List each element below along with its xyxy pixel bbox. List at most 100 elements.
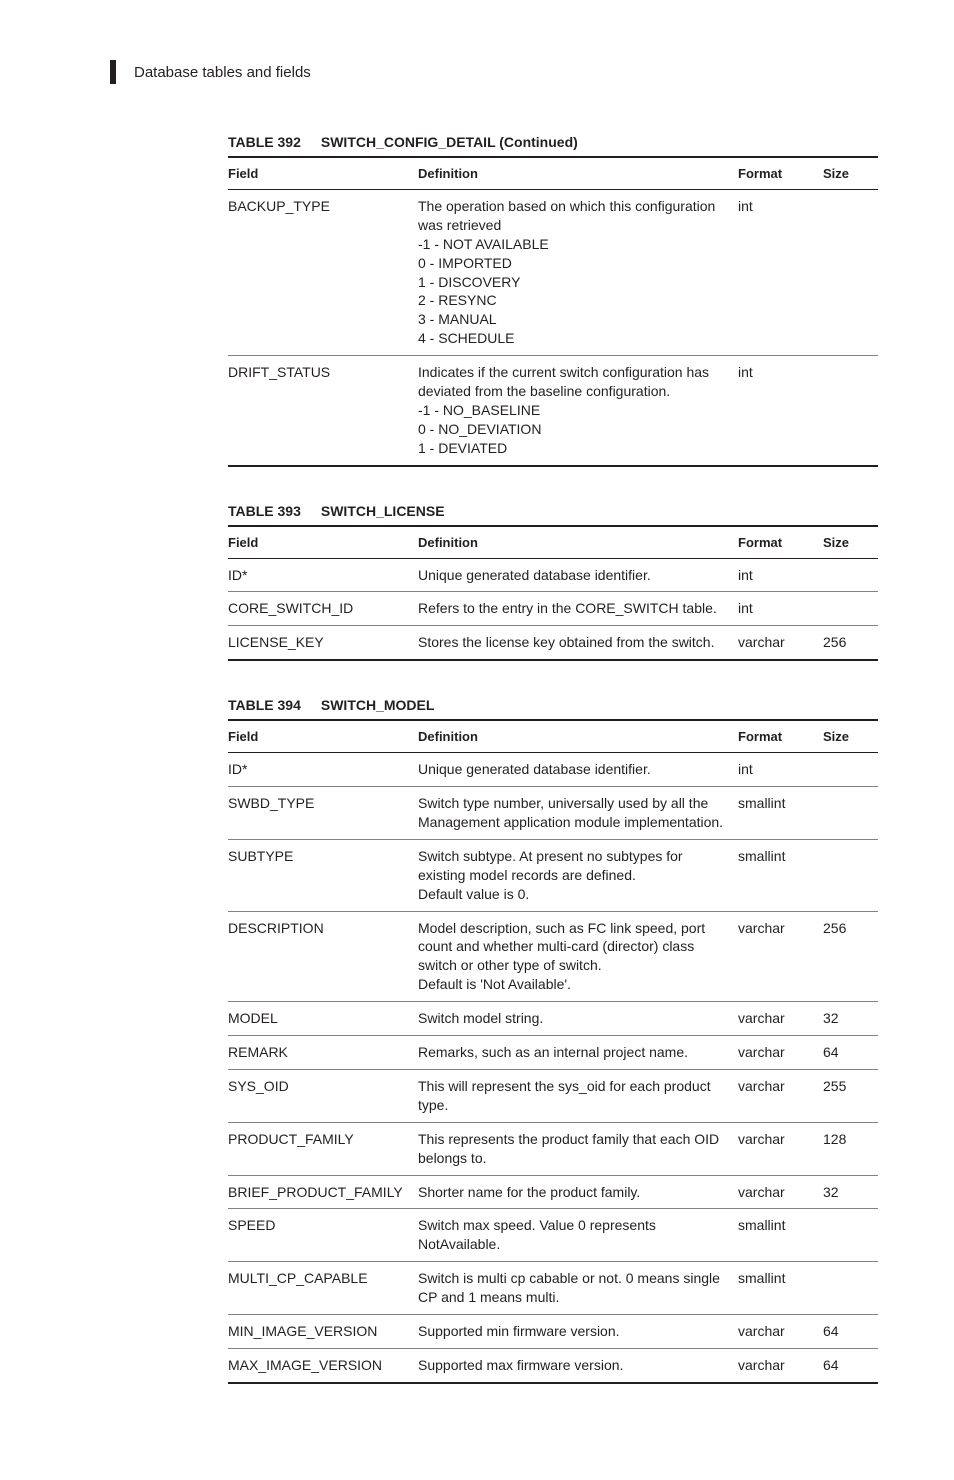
cell-field: MIN_IMAGE_VERSION (228, 1314, 418, 1348)
cell-definition: Refers to the entry in the CORE_SWITCH t… (418, 592, 738, 626)
cell-definition: Switch subtype. At present no subtypes f… (418, 839, 738, 911)
cell-field: ID* (228, 753, 418, 787)
cell-definition: Unique generated database identifier. (418, 558, 738, 592)
table-row: MIN_IMAGE_VERSIONSupported min firmware … (228, 1314, 878, 1348)
cell-format: varchar (738, 1069, 823, 1122)
cell-format: smallint (738, 787, 823, 840)
cell-size (823, 190, 878, 356)
table-row: MODELSwitch model string.varchar32 (228, 1002, 878, 1036)
cell-definition: Supported min firmware version. (418, 1314, 738, 1348)
definition-line: Indicates if the current switch configur… (418, 363, 732, 401)
cell-field: REMARK (228, 1036, 418, 1070)
table-row: PRODUCT_FAMILYThis represents the produc… (228, 1122, 878, 1175)
column-header-definition: Definition (418, 526, 738, 559)
cell-format: varchar (738, 1314, 823, 1348)
cell-field: BACKUP_TYPE (228, 190, 418, 356)
cell-definition: Switch max speed. Value 0 represents Not… (418, 1209, 738, 1262)
cell-definition: Indicates if the current switch configur… (418, 356, 738, 466)
cell-size: 64 (823, 1314, 878, 1348)
column-header-format: Format (738, 526, 823, 559)
column-header-field: Field (228, 720, 418, 753)
cell-format: varchar (738, 1122, 823, 1175)
cell-format: int (738, 753, 823, 787)
table-block: TABLE 394SWITCH_MODEL FieldDefinitionForm… (228, 697, 844, 1383)
cell-definition: This will represent the sys_oid for each… (418, 1069, 738, 1122)
cell-definition: Remarks, such as an internal project nam… (418, 1036, 738, 1070)
definition-line: This represents the product family that … (418, 1130, 732, 1168)
definition-line: 2 - RESYNC (418, 291, 732, 310)
table-row: SPEEDSwitch max speed. Value 0 represent… (228, 1209, 878, 1262)
column-header-format: Format (738, 720, 823, 753)
cell-definition: Model description, such as FC link speed… (418, 911, 738, 1002)
cell-format: smallint (738, 839, 823, 911)
definition-line: -1 - NOT AVAILABLE (418, 235, 732, 254)
table-number: TABLE 393 (228, 503, 301, 519)
cell-definition: Unique generated database identifier. (418, 753, 738, 787)
table-block: TABLE 393 SWITCH_LICENSE FieldDefinitionFo… (228, 503, 844, 662)
cell-format: varchar (738, 1002, 823, 1036)
table-title: SWITCH_CONFIG_DETAIL (Continued) (321, 134, 578, 150)
table-row: LICENSE_KEYStores the license key obtain… (228, 626, 878, 660)
cell-definition: Switch type number, universally used by … (418, 787, 738, 840)
definition-line: 0 - NO_DEVIATION (418, 420, 732, 439)
cell-size (823, 753, 878, 787)
cell-size: 32 (823, 1175, 878, 1209)
table-row: DRIFT_STATUSIndicates if the current swi… (228, 356, 878, 466)
column-header-definition: Definition (418, 157, 738, 190)
table-title: SWITCH_LICENSE (321, 503, 445, 519)
definition-line: This will represent the sys_oid for each… (418, 1077, 732, 1115)
definition-line: 4 - SCHEDULE (418, 329, 732, 348)
cell-field: PRODUCT_FAMILY (228, 1122, 418, 1175)
cell-size (823, 356, 878, 466)
table-row: SWBD_TYPESwitch type number, universally… (228, 787, 878, 840)
cell-format: varchar (738, 1348, 823, 1382)
cell-size (823, 1262, 878, 1315)
definition-line: Supported min firmware version. (418, 1322, 732, 1341)
table-row: REMARKRemarks, such as an internal proje… (228, 1036, 878, 1070)
cell-field: SYS_OID (228, 1069, 418, 1122)
table-row: BACKUP_TYPEThe operation based on which … (228, 190, 878, 356)
table-row: DESCRIPTIONModel description, such as FC… (228, 911, 878, 1002)
cell-field: ID* (228, 558, 418, 592)
cell-format: varchar (738, 1175, 823, 1209)
column-header-size: Size (823, 157, 878, 190)
cell-format: int (738, 558, 823, 592)
definition-line: Unique generated database identifier. (418, 760, 732, 779)
table-row: ID*Unique generated database identifier.… (228, 558, 878, 592)
definition-line: Default value is 0. (418, 885, 732, 904)
table-row: MULTI_CP_CAPABLESwitch is multi cp cabab… (228, 1262, 878, 1315)
section-header: Database tables and fields (110, 60, 844, 84)
definition-line: Default is 'Not Available'. (418, 975, 732, 994)
table-block: TABLE 392SWITCH_CONFIG_DETAIL (Continued… (228, 134, 844, 467)
table-row: CORE_SWITCH_IDRefers to the entry in the… (228, 592, 878, 626)
definition-line: Model description, such as FC link speed… (418, 919, 732, 976)
table-caption: TABLE 394SWITCH_MODEL (228, 697, 844, 713)
definition-line: 1 - DEVIATED (418, 439, 732, 458)
column-header-field: Field (228, 526, 418, 559)
cell-definition: The operation based on which this config… (418, 190, 738, 356)
cell-format: int (738, 356, 823, 466)
definition-line: Switch is multi cp cabable or not. 0 mea… (418, 1269, 732, 1307)
cell-field: SUBTYPE (228, 839, 418, 911)
definition-line: Switch model string. (418, 1009, 732, 1028)
definition-line: Switch type number, universally used by … (418, 794, 732, 832)
definition-line: The operation based on which this config… (418, 197, 732, 235)
section-header-title: Database tables and fields (134, 64, 311, 81)
definition-line: 0 - IMPORTED (418, 254, 732, 273)
section-accent-icon (110, 60, 116, 84)
table-row: SUBTYPESwitch subtype. At present no sub… (228, 839, 878, 911)
column-header-definition: Definition (418, 720, 738, 753)
cell-field: LICENSE_KEY (228, 626, 418, 660)
cell-format: int (738, 190, 823, 356)
cell-field: MAX_IMAGE_VERSION (228, 1348, 418, 1382)
cell-size: 255 (823, 1069, 878, 1122)
cell-format: varchar (738, 626, 823, 660)
table-row: SYS_OIDThis will represent the sys_oid f… (228, 1069, 878, 1122)
cell-definition: This represents the product family that … (418, 1122, 738, 1175)
table-row: MAX_IMAGE_VERSIONSupported max firmware … (228, 1348, 878, 1382)
cell-size: 256 (823, 911, 878, 1002)
table-caption: TABLE 392SWITCH_CONFIG_DETAIL (Continued… (228, 134, 844, 150)
definition-line: 1 - DISCOVERY (418, 273, 732, 292)
tables-container: TABLE 392SWITCH_CONFIG_DETAIL (Continued… (110, 134, 844, 1384)
cell-size (823, 839, 878, 911)
